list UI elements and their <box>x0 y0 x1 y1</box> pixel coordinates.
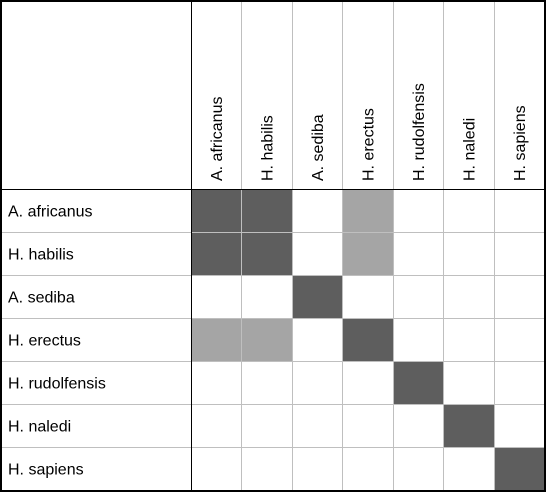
cell-a-africanus-h-rudolfensis <box>393 189 443 232</box>
cell-h-rudolfensis-h-rudolfensis <box>393 361 443 404</box>
cell-a-sediba-h-habilis <box>241 275 292 318</box>
cell-a-africanus-h-naledi <box>443 189 494 232</box>
cell-h-naledi-h-habilis <box>241 404 292 447</box>
cell-h-habilis-h-naledi <box>443 232 494 275</box>
cell-h-erectus-a-sediba <box>292 318 342 361</box>
cell-h-sapiens-h-erectus <box>342 447 393 490</box>
cell-a-africanus-a-africanus <box>191 189 241 232</box>
cell-h-sapiens-h-rudolfensis <box>393 447 443 490</box>
column-label-a-sediba: A. sediba <box>310 114 327 181</box>
cell-h-habilis-a-africanus <box>191 232 241 275</box>
cell-a-africanus-h-erectus <box>342 189 393 232</box>
cell-a-africanus-h-sapiens <box>494 189 544 232</box>
column-label-a-africanus: A. africanus <box>209 97 226 181</box>
cell-h-rudolfensis-h-habilis <box>241 361 292 404</box>
cell-a-sediba-h-rudolfensis <box>393 275 443 318</box>
cell-h-rudolfensis-a-africanus <box>191 361 241 404</box>
cell-h-habilis-h-habilis <box>241 232 292 275</box>
cell-h-sapiens-a-sediba <box>292 447 342 490</box>
row-label-h-rudolfensis: H. rudolfensis <box>8 376 106 393</box>
cell-a-africanus-h-habilis <box>241 189 292 232</box>
column-label-h-habilis: H. habilis <box>260 115 277 181</box>
row-label-h-naledi: H. naledi <box>8 419 71 436</box>
labels-layer: A. africanus H. habilis A. sediba H. erectu… <box>8 83 529 478</box>
cell-a-sediba-h-naledi <box>443 275 494 318</box>
cell-a-sediba-h-erectus <box>342 275 393 318</box>
cell-h-naledi-h-rudolfensis <box>393 404 443 447</box>
cell-h-rudolfensis-h-sapiens <box>494 361 544 404</box>
cell-h-erectus-h-rudolfensis <box>393 318 443 361</box>
row-label-h-erectus: H. erectus <box>8 333 81 350</box>
cell-h-rudolfensis-a-sediba <box>292 361 342 404</box>
cell-h-erectus-a-africanus <box>191 318 241 361</box>
cell-h-sapiens-h-sapiens <box>494 447 544 490</box>
cell-h-erectus-h-naledi <box>443 318 494 361</box>
cell-a-sediba-a-africanus <box>191 275 241 318</box>
cell-a-africanus-a-sediba <box>292 189 342 232</box>
cell-h-sapiens-h-naledi <box>443 447 494 490</box>
cell-h-rudolfensis-h-erectus <box>342 361 393 404</box>
cell-a-sediba-h-sapiens <box>494 275 544 318</box>
column-label-h-sapiens: H. sapiens <box>512 105 529 181</box>
cell-h-naledi-h-erectus <box>342 404 393 447</box>
row-label-h-habilis: H. habilis <box>8 247 74 264</box>
row-label-a-africanus: A. africanus <box>8 204 92 221</box>
cell-h-erectus-h-erectus <box>342 318 393 361</box>
row-label-h-sapiens: H. sapiens <box>8 462 84 479</box>
cell-h-habilis-h-rudolfensis <box>393 232 443 275</box>
cell-h-erectus-h-sapiens <box>494 318 544 361</box>
cell-h-naledi-h-naledi <box>443 404 494 447</box>
cell-h-habilis-h-erectus <box>342 232 393 275</box>
column-label-h-naledi: H. naledi <box>462 118 479 181</box>
cell-h-naledi-a-africanus <box>191 404 241 447</box>
column-label-h-rudolfensis: H. rudolfensis <box>411 83 428 181</box>
cell-h-sapiens-h-habilis <box>241 447 292 490</box>
cell-a-sediba-a-sediba <box>292 275 342 318</box>
cell-h-rudolfensis-h-naledi <box>443 361 494 404</box>
cell-h-habilis-a-sediba <box>292 232 342 275</box>
cells-layer <box>191 189 544 490</box>
cell-h-naledi-a-sediba <box>292 404 342 447</box>
column-label-h-erectus: H. erectus <box>361 108 378 181</box>
cell-h-habilis-h-sapiens <box>494 232 544 275</box>
cell-h-erectus-h-habilis <box>241 318 292 361</box>
row-label-a-sediba: A. sediba <box>8 290 75 307</box>
cell-h-sapiens-a-africanus <box>191 447 241 490</box>
cell-h-naledi-h-sapiens <box>494 404 544 447</box>
